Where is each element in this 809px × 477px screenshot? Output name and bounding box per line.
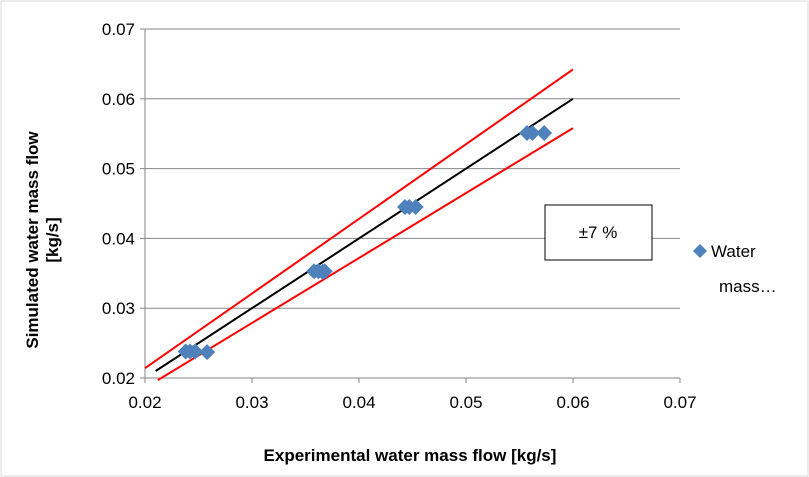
y-tick-label: 0.05 — [102, 160, 135, 179]
x-tick-label: 0.04 — [342, 393, 375, 412]
x-tick-label: 0.07 — [663, 393, 696, 412]
x-axis-title: Experimental water mass flow [kg/s] — [264, 446, 557, 465]
y-tick-label: 0.06 — [102, 90, 135, 109]
reference-line-lower-7pct — [157, 127, 574, 381]
x-tick-label: 0.06 — [556, 393, 589, 412]
data-point-diamond — [199, 344, 216, 361]
data-point-diamond — [187, 343, 204, 360]
reference-line-upper-7pct — [144, 68, 574, 370]
y-tick-label: 0.04 — [102, 229, 135, 248]
annotation-text: ±7 % — [579, 223, 618, 242]
y-tick-label: 0.02 — [102, 369, 135, 388]
data-points — [177, 125, 553, 361]
legend: Water mass… — [693, 242, 777, 296]
y-tick-label: 0.07 — [102, 20, 135, 39]
x-tick-label: 0.03 — [235, 393, 268, 412]
reference-lines — [144, 68, 574, 381]
legend-marker-diamond-icon — [693, 244, 707, 258]
data-point-diamond — [524, 125, 541, 142]
axes — [140, 28, 681, 383]
y-axis-title: Simulated water mass flow [kg/s] — [23, 131, 62, 349]
data-point-diamond — [407, 198, 424, 215]
y-axis-title-line-1: Simulated water mass flow — [23, 131, 42, 349]
data-point-diamond — [316, 263, 333, 280]
x-tick-label: 0.02 — [128, 393, 161, 412]
x-tick-labels: 0.02 0.03 0.04 0.05 0.06 0.07 — [128, 393, 696, 412]
reference-line-identity — [155, 97, 574, 372]
legend-label-line-1: Water — [711, 242, 756, 261]
y-axis-title-line-2: [kg/s] — [43, 217, 62, 262]
y-tick-labels: 0.02 0.03 0.04 0.05 0.06 0.07 — [102, 20, 135, 388]
x-tick-label: 0.05 — [449, 393, 482, 412]
data-point-diamond — [536, 125, 553, 142]
legend-label-line-2: mass… — [719, 277, 777, 296]
y-tick-label: 0.03 — [102, 299, 135, 318]
annotation-box: ±7 % — [544, 204, 653, 261]
